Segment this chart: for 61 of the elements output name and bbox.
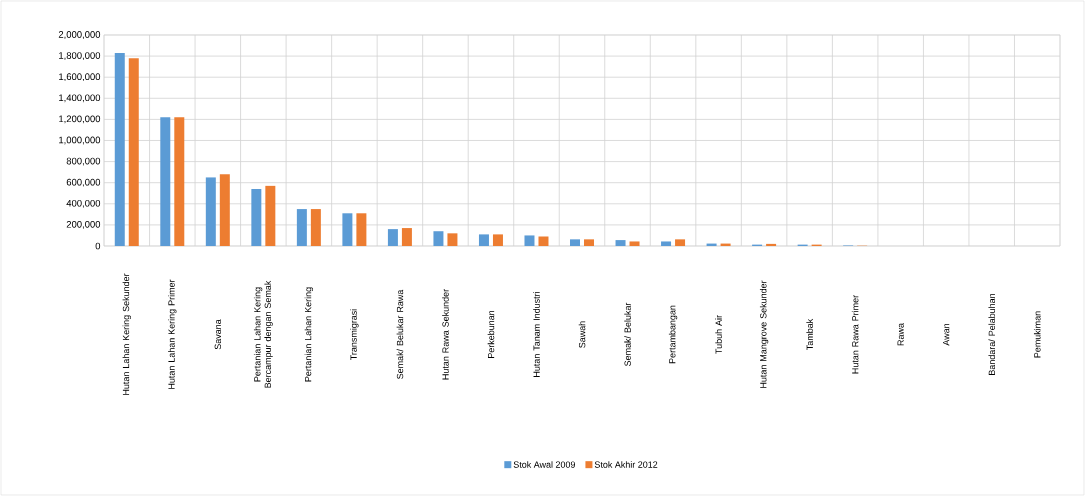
x-tick-label: Hutan Lahan Kering Primer (168, 279, 177, 389)
bar (524, 235, 535, 246)
x-tick-label: Hutan Lahan Kering Sekunder (122, 273, 131, 395)
y-tick-label: 1,200,000 (59, 115, 101, 124)
legend-label: Stok Awal 2009 (513, 461, 575, 468)
x-tick-label: Awan (943, 323, 950, 346)
bar (629, 241, 640, 246)
x-tick-label: Hutan Rawa Sekunder (442, 289, 449, 380)
bar (661, 241, 672, 246)
x-tick-label: Pertambangan (668, 305, 678, 364)
y-tick-label: 400,000 (66, 199, 101, 208)
x-tick-label: Bandara/ Pelabuhan (988, 293, 996, 375)
x-tick-label: Hutan Rawa Primer (851, 295, 859, 374)
bar (296, 209, 307, 246)
bar (447, 233, 458, 246)
x-tick-label: Transmigrasi (350, 309, 359, 361)
y-tick-label: 0 (95, 242, 101, 250)
x-tick-label: Semak/ Belukar (624, 302, 631, 366)
bar (492, 234, 503, 246)
x-tick-label: Semak/ Belukar Rawa (396, 289, 404, 379)
bar (174, 117, 185, 246)
bar (114, 52, 125, 246)
y-tick-label: 1,000,000 (59, 136, 101, 145)
bar (766, 243, 777, 246)
y-tick-label: 600,000 (66, 178, 101, 187)
bar (251, 189, 262, 246)
bar (356, 213, 367, 246)
bar (615, 240, 626, 246)
bar (675, 239, 686, 246)
bar (570, 239, 581, 246)
bar (128, 58, 139, 246)
x-tick-label: Sawah (578, 321, 586, 348)
x-tick-label: Tambak (806, 318, 813, 351)
y-tick-label: 1,400,000 (59, 94, 101, 103)
y-tick-label: 2,000,000 (58, 31, 101, 39)
legend-label: Stok Akhir 2012 (594, 461, 658, 468)
y-tick-label: 1,800,000 (59, 52, 101, 61)
y-tick-label: 1,600,000 (59, 73, 101, 82)
bar (342, 213, 353, 246)
x-tick-label: Hutan Mangrove Sekunder (759, 280, 769, 388)
bar (265, 185, 276, 246)
x-tick-label: Rawa (897, 323, 904, 346)
x-tick-label: Perkebunan (487, 310, 495, 358)
x-tick-label: Pemukiman (1033, 311, 1041, 358)
bar (160, 117, 171, 246)
bar (387, 229, 398, 246)
x-tick-label: Pertanian Lahan Kering Bercampur dengan Semak (253, 280, 273, 388)
x-tick-label: Hutan Tanam Industri (533, 292, 540, 377)
bar (478, 234, 489, 246)
x-tick-label: Tubuh Air (715, 315, 722, 354)
bar (433, 231, 444, 246)
bar (538, 236, 549, 246)
bar (310, 209, 321, 246)
x-tick-label: Savana (214, 319, 221, 350)
y-tick-label: 800,000 (66, 157, 101, 166)
bar (401, 228, 412, 246)
bar (205, 177, 216, 246)
x-tick-label: Pertanian Lahan Kering (304, 287, 314, 382)
bar (584, 239, 595, 246)
bar (219, 174, 230, 246)
y-tick-label: 200,000 (66, 220, 101, 229)
